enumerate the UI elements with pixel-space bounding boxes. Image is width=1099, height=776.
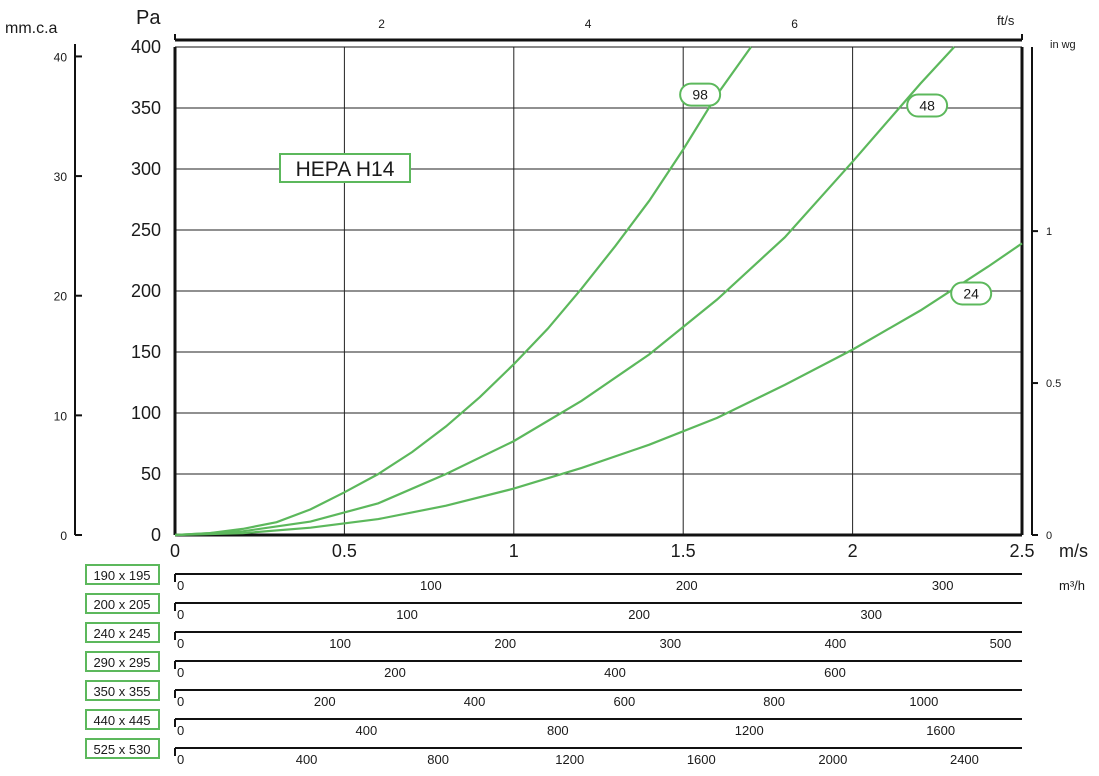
flow-size-label: 190 x 195: [93, 568, 150, 583]
x-tick-label: 1: [509, 541, 519, 561]
curve-label: 48: [919, 98, 935, 114]
flow-tick-label: 200: [676, 578, 698, 593]
flow-size-label: 350 x 355: [93, 684, 150, 699]
flow-size-box: [85, 651, 160, 672]
flow-size-label: 525 x 530: [93, 742, 150, 757]
hepa-badge: HEPA H14: [279, 153, 411, 183]
flow-tick-label: 0: [177, 636, 184, 651]
flow-size-box: [85, 564, 160, 585]
flow-tick-label: 400: [296, 752, 318, 767]
y-tick-label: 250: [131, 220, 161, 240]
flow-tick-label: 0: [177, 723, 184, 738]
flow-tick-label: 800: [547, 723, 569, 738]
flow-size-label: 440 x 445: [93, 713, 150, 728]
flow-tick-label: 400: [825, 636, 847, 651]
curve-98: [174, 46, 752, 537]
flow-tick-label: 200: [384, 665, 406, 680]
y-tick-label: 0: [151, 525, 161, 545]
top-tick-label: 4: [585, 17, 592, 31]
flow-tick-label: 1600: [687, 752, 716, 767]
y-tick-label: 200: [131, 281, 161, 301]
flow-size-box: [85, 622, 160, 643]
flow-tick-label: 200: [314, 694, 336, 709]
flow-size-box: [85, 709, 160, 730]
flow-size-box: [85, 593, 160, 614]
flow-tick-label: 0: [177, 578, 184, 593]
curve-label-pill: [950, 281, 993, 306]
x-tick-label: 2.5: [1009, 541, 1034, 561]
y-tick-label: 100: [131, 403, 161, 423]
mmca-tick-label: 30: [54, 170, 68, 184]
flow-size-box: [85, 738, 160, 759]
flow-unit-label: m³/h: [1059, 578, 1085, 593]
flow-scales: 190 x 195 0 100 200 300 200 x 205 0 100 200 300 24…: [85, 564, 1085, 767]
flow-size-box: [85, 680, 160, 701]
flow-tick-label: 0: [177, 665, 184, 680]
flow-tick-label: 2400: [950, 752, 979, 767]
flow-tick-label: 300: [932, 578, 954, 593]
y-tick-label: 350: [131, 98, 161, 118]
flow-tick-label: 0: [177, 607, 184, 622]
right-unit-label: in wg: [1050, 39, 1076, 51]
y-tick-label: 50: [141, 464, 161, 484]
x-tick-label: 1.5: [671, 541, 696, 561]
flow-size-label: 240 x 245: [93, 626, 150, 641]
x-tick-label: 2: [848, 541, 858, 561]
flow-tick-label: 1000: [909, 694, 938, 709]
inwg-tick-label: 0.5: [1046, 378, 1061, 390]
curve-48: [174, 46, 956, 537]
flow-size-label: 200 x 205: [93, 597, 150, 612]
curve-label-pill: [906, 93, 949, 118]
flow-tick-label: 100: [420, 578, 442, 593]
flow-tick-label: 800: [763, 694, 785, 709]
flow-tick-label: 400: [604, 665, 626, 680]
curves: 98 48 24: [174, 46, 1023, 537]
x-axis-label: m/s: [1059, 541, 1088, 561]
top-tick-label: 2: [378, 17, 385, 31]
inwg-tick-label: 1: [1046, 226, 1052, 238]
y-tick-label: 150: [131, 342, 161, 362]
y-tick-label: 300: [131, 159, 161, 179]
mmca-tick-label: 0: [60, 529, 67, 543]
curve-label: 98: [692, 87, 708, 103]
x-tick-label: 0: [170, 541, 180, 561]
flow-size-label: 290 x 295: [93, 655, 150, 670]
flow-tick-label: 200: [628, 607, 650, 622]
flow-tick-label: 0: [177, 694, 184, 709]
flow-tick-label: 100: [396, 607, 418, 622]
top-tick-label: 6: [791, 17, 798, 31]
flow-tick-label: 400: [356, 723, 378, 738]
top-unit-label: ft/s: [997, 13, 1015, 28]
flow-tick-label: 0: [177, 752, 184, 767]
flow-tick-label: 600: [824, 665, 846, 680]
flow-tick-label: 500: [990, 636, 1012, 651]
flow-tick-label: 1200: [735, 723, 764, 738]
mmca-tick-label: 10: [54, 409, 68, 423]
flow-tick-label: 400: [464, 694, 486, 709]
curve-label: 24: [963, 285, 979, 301]
flow-tick-label: 1200: [555, 752, 584, 767]
mmca-tick-label: 20: [54, 290, 68, 304]
x-tick-label: 0.5: [332, 541, 357, 561]
y-tick-label: 400: [131, 37, 161, 57]
flow-tick-label: 2000: [818, 752, 847, 767]
curve-24: [174, 242, 1023, 537]
flow-tick-label: 300: [860, 607, 882, 622]
left-unit-label: mm.c.a: [5, 20, 58, 37]
inwg-tick-label: 0: [1046, 530, 1052, 542]
hepa-badge-label: HEPA H14: [296, 158, 395, 181]
y-axis-label: Pa: [136, 7, 161, 29]
flow-tick-label: 1600: [926, 723, 955, 738]
flow-tick-label: 100: [329, 636, 351, 651]
curve-label-pill: [679, 82, 722, 107]
flow-tick-label: 300: [659, 636, 681, 651]
flow-tick-label: 600: [613, 694, 635, 709]
flow-tick-label: 800: [427, 752, 449, 767]
mmca-tick-label: 40: [54, 50, 68, 64]
flow-tick-label: 200: [494, 636, 516, 651]
